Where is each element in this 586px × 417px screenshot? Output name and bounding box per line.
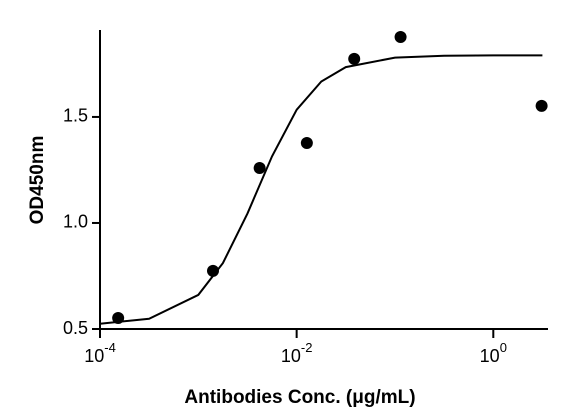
x-tick-exponent: 0 bbox=[500, 340, 507, 355]
x-tick-base: 10 bbox=[84, 346, 104, 366]
point bbox=[394, 30, 407, 43]
fit-curve bbox=[99, 54, 543, 325]
x-tick-exponent: -2 bbox=[301, 340, 313, 355]
x-tick-exponent: -4 bbox=[104, 340, 116, 355]
point bbox=[300, 137, 313, 150]
y-tick-label: 1.0 bbox=[63, 212, 88, 232]
point bbox=[253, 162, 266, 175]
point bbox=[348, 52, 361, 65]
x-axis-label: Antibodies Conc. (μg/mL) bbox=[184, 387, 415, 408]
point bbox=[535, 99, 548, 112]
x-tick-label: 10-2 bbox=[281, 340, 313, 365]
x-tick-base: 10 bbox=[480, 346, 500, 366]
point bbox=[112, 311, 125, 324]
x-tick-label: 10-4 bbox=[84, 340, 116, 365]
point bbox=[206, 264, 219, 277]
y-tick-label: 1.5 bbox=[63, 106, 88, 126]
y-tick-label: 0.5 bbox=[63, 318, 88, 338]
x-tick-label: 100 bbox=[480, 340, 507, 365]
x-tick-base: 10 bbox=[281, 346, 301, 366]
y-axis-label: OD450nm bbox=[27, 136, 48, 225]
